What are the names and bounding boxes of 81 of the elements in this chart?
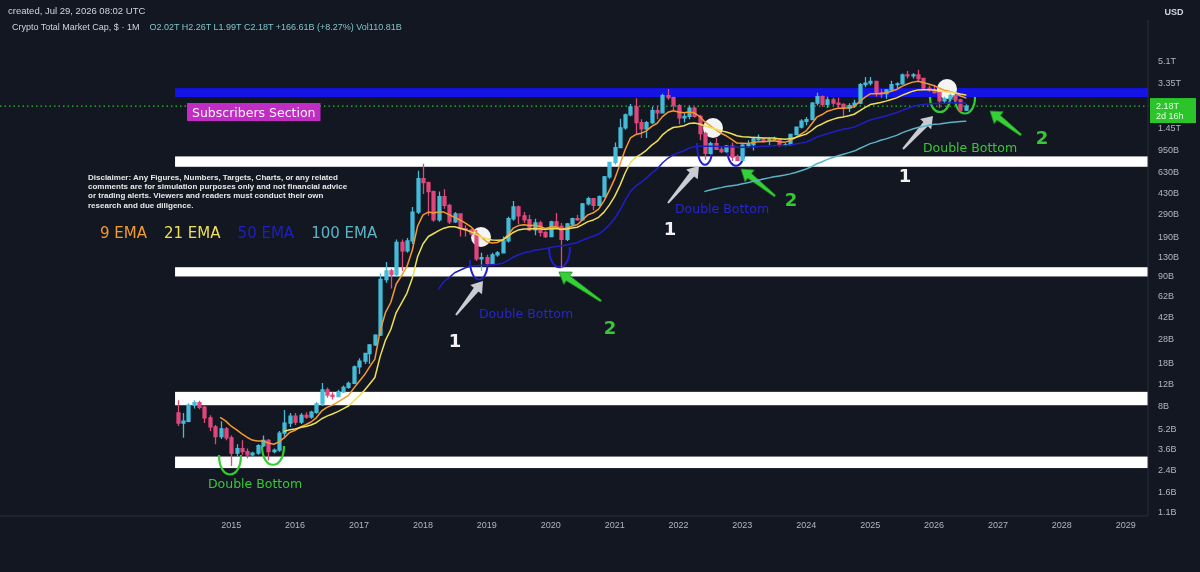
candlestick — [299, 412, 304, 425]
candlestick — [820, 94, 825, 108]
y-tick-label: 630B — [1158, 167, 1180, 178]
x-tick-label: 2019 — [476, 520, 497, 530]
candlestick — [485, 254, 490, 267]
candlestick — [474, 229, 479, 262]
x-tick-label: 2016 — [285, 520, 306, 530]
candlestick — [219, 420, 224, 440]
y-tick-label: 2.4B — [1158, 465, 1177, 476]
chart-subtitle: O2.02T H2.26T L1.99T C2.18T +166.61B (+8.27%) Vol110.81B — [149, 22, 402, 32]
text: 21 EMA — [164, 224, 222, 242]
candlestick — [176, 399, 181, 427]
x-tick-label: 2015 — [221, 520, 242, 530]
y-tick-label: 190B — [1158, 231, 1180, 242]
candlestick — [575, 214, 580, 222]
candlestick — [479, 252, 484, 272]
y-tick-label: 42B — [1158, 312, 1175, 323]
y-tick-label: 430B — [1158, 187, 1180, 198]
y-tick-label: 1.6B — [1158, 486, 1177, 497]
annotation: 2 — [784, 188, 798, 210]
annotation: Subscribers Section — [192, 104, 316, 120]
y-tick-label: 28B — [1158, 333, 1175, 344]
candlestick — [874, 80, 879, 98]
x-tick-label: 2029 — [1115, 520, 1136, 530]
annotation: Disclaimer: Any Figures, Numbers, Targets, Charts, or any related comments are for simulation purposes only and not financial advice or trading alerts. Viewers and readers must conduct their own research and due diligence. — [88, 173, 348, 210]
text: 100 EMA — [311, 224, 379, 242]
annotation: Double Bottom — [922, 139, 1018, 155]
annotation: Double Bottom — [478, 305, 574, 321]
annotation: 1 — [448, 329, 462, 351]
x-tick-label: 2024 — [796, 520, 817, 530]
x-tick-label: 2018 — [412, 520, 433, 530]
candlestick — [905, 70, 910, 80]
x-tick-label: 2028 — [1051, 520, 1072, 530]
y-tick-label: 5.2B — [1158, 423, 1177, 434]
y-tick-label: 90B — [1158, 271, 1175, 282]
x-tick-label: 2020 — [540, 520, 561, 530]
annotation: 1 — [663, 217, 677, 239]
y-tick-label: 2.18T — [1156, 101, 1180, 112]
x-tick-label: 2026 — [924, 520, 945, 530]
y-tick-label: 130B — [1158, 251, 1180, 262]
text: 50 EMA — [237, 224, 295, 242]
y-tick-label: 8B — [1158, 400, 1170, 411]
annotation: 1 — [898, 164, 912, 186]
chart-title: Crypto Total Market Cap, $ · 1M — [12, 22, 140, 32]
candlestick — [304, 411, 309, 420]
annotation: 2 — [1035, 126, 1049, 148]
candlestick — [400, 238, 405, 272]
candlestick — [394, 238, 399, 278]
candlestick — [591, 197, 596, 211]
candlestick — [964, 103, 969, 112]
annotation: Double Bottom — [207, 475, 303, 491]
annotation: Double Bottom — [674, 200, 770, 216]
y-tick-label: 290B — [1158, 208, 1180, 219]
y-tick-label: 3.6B — [1158, 443, 1177, 454]
candlestick — [235, 443, 240, 458]
candlestick — [437, 190, 442, 223]
candlestick — [825, 95, 830, 109]
candlestick — [293, 412, 298, 426]
text: 9 EMA — [100, 224, 148, 242]
text: created, Jul 29, 2026 08:02 UTC — [8, 4, 146, 16]
y-tick-label: 18B — [1158, 357, 1175, 368]
y-tick-label: 1.1B — [1158, 506, 1177, 517]
y-tick-label: 12B — [1158, 379, 1175, 390]
annotation: 2 — [603, 316, 617, 338]
text: 2d 16h — [1156, 111, 1184, 122]
x-tick-label: 2027 — [987, 520, 1008, 530]
candlestick — [655, 104, 660, 120]
x-tick-label: 2025 — [860, 520, 881, 530]
x-tick-label: 2023 — [732, 520, 753, 530]
y-tick-label: 1.45T — [1158, 122, 1182, 133]
candlestick — [660, 92, 665, 115]
x-tick-label: 2017 — [349, 520, 370, 530]
candlestick — [911, 72, 916, 80]
candlestick — [389, 268, 394, 290]
y-tick-label: 950B — [1158, 145, 1180, 156]
y-axis-title: USD — [1164, 7, 1184, 17]
y-tick-label: 3.35T — [1158, 78, 1182, 89]
x-tick-label: 2022 — [668, 520, 689, 530]
x-tick-label: 2021 — [604, 520, 625, 530]
y-tick-label: 62B — [1158, 291, 1175, 302]
y-tick-label: 5.1T — [1158, 55, 1177, 66]
